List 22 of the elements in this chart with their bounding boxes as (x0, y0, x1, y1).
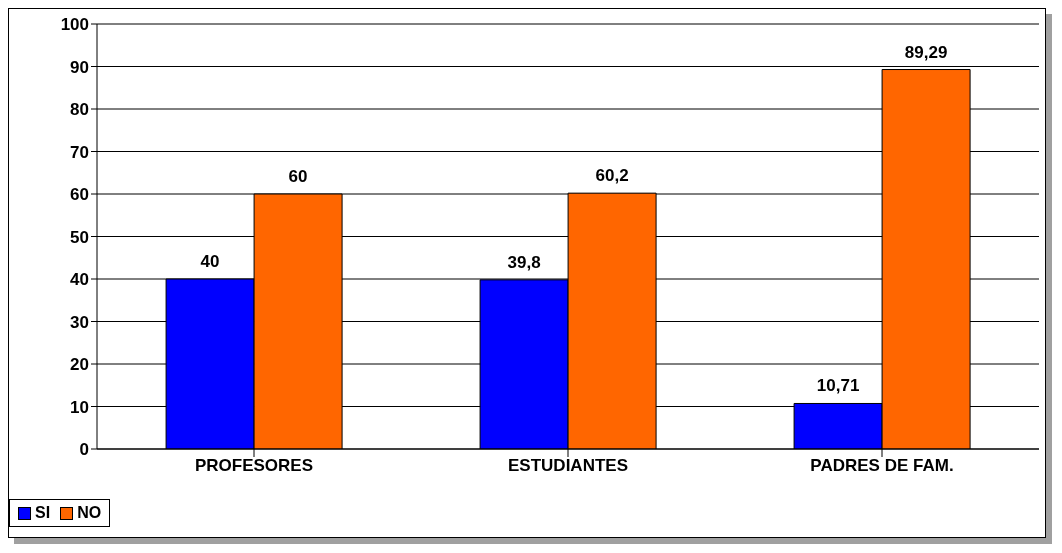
data-label: 40 (200, 252, 220, 271)
y-tick-label: 90 (70, 57, 89, 77)
y-tick-label: 40 (70, 270, 89, 290)
y-tick-label: 50 (70, 227, 89, 247)
y-tick-label: 60 (70, 185, 89, 205)
x-tick-label: ESTUDIANTES (508, 456, 628, 476)
legend-label: SI (34, 504, 51, 522)
x-tick-label: PADRES DE FAM. (810, 456, 954, 476)
data-label: 60,2 (595, 166, 629, 186)
y-tick-label: 70 (70, 142, 89, 162)
data-label: 60 (288, 167, 308, 186)
x-tick-label: PROFESORES (194, 456, 314, 476)
y-tick-label: 100 (60, 15, 89, 35)
y-tick-label: 80 (70, 100, 89, 120)
data-label: 39,8 (507, 252, 541, 272)
y-tick-label: 20 (70, 355, 89, 375)
y-tick-label: 30 (70, 312, 89, 332)
legend-label: NO (76, 504, 102, 522)
data-label: 10,71 (816, 376, 860, 396)
y-tick-label: 10 (70, 397, 89, 417)
data-label: 89,29 (904, 42, 948, 62)
y-tick-label: 0 (79, 440, 89, 460)
